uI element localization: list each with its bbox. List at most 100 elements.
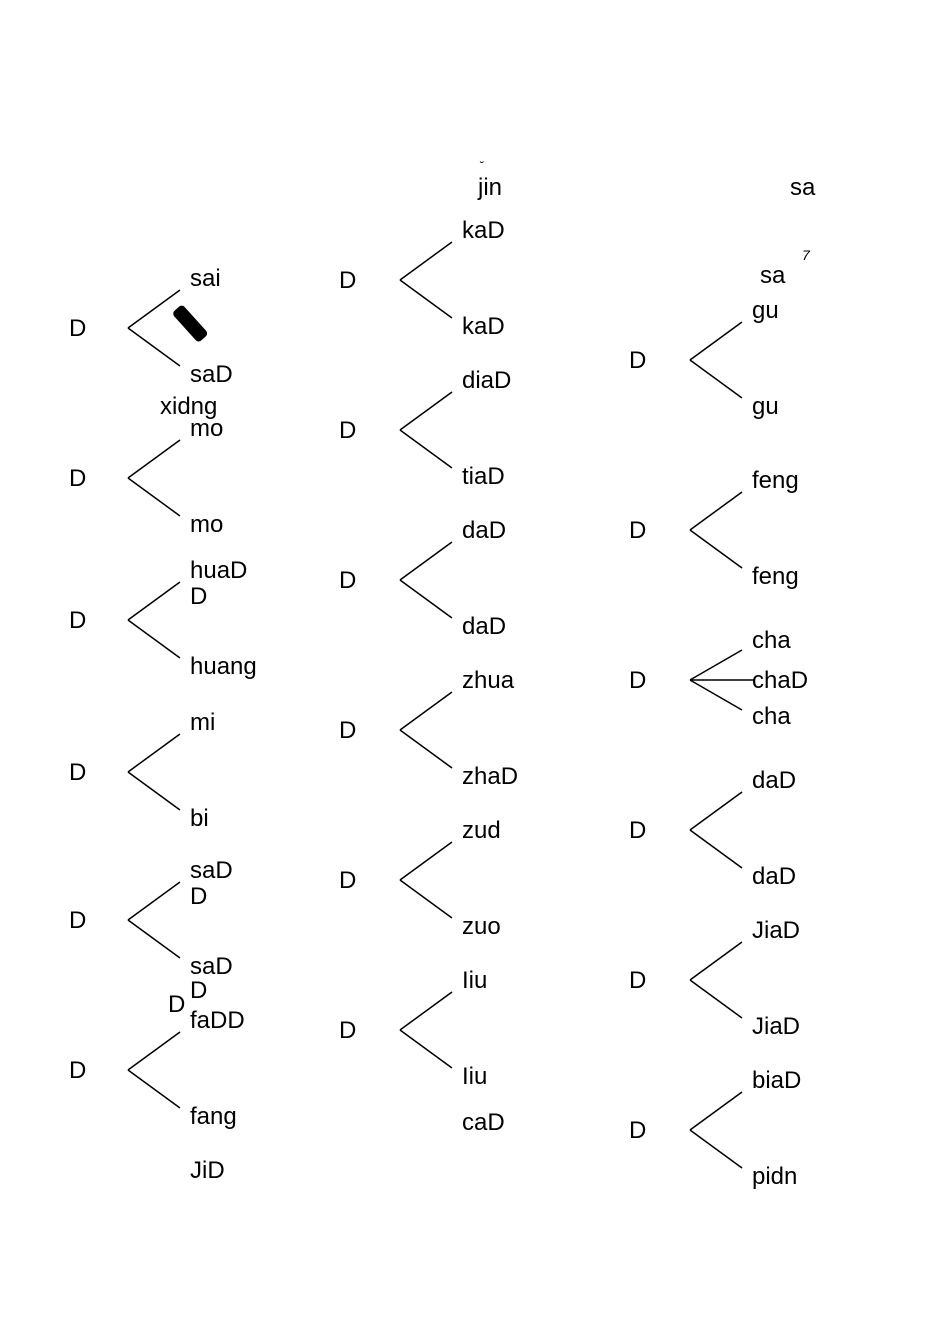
root-label: D [69, 315, 86, 342]
branch-line [690, 530, 742, 568]
branch-line [128, 290, 180, 328]
top-label: cha [752, 627, 791, 654]
heading-label: sa [790, 174, 816, 201]
top-label: faDD [190, 1007, 245, 1034]
branch-line [128, 734, 180, 772]
bot-label: feng [752, 563, 799, 590]
top-label: feng [752, 467, 799, 494]
top-label: daD [462, 517, 506, 544]
bot-label: bi [190, 805, 209, 832]
bot-label: kaD [462, 313, 505, 340]
root-label: D [69, 465, 86, 492]
branch-line [400, 542, 452, 580]
root-label: D [69, 759, 86, 786]
branch-line [690, 792, 742, 830]
root-label: D [339, 267, 356, 294]
branch-line [690, 830, 742, 868]
branch-line [128, 1070, 180, 1108]
top-label: zud [462, 817, 501, 844]
branch-line [690, 680, 742, 710]
bot-label: saD [190, 361, 233, 388]
heading-label: jin [477, 174, 502, 201]
heading-label: sa [760, 262, 786, 289]
bot-label: huang [190, 653, 257, 680]
root-label: D [69, 607, 86, 634]
branch-line [400, 992, 452, 1030]
branch-line [400, 1030, 452, 1068]
top-label: zhua [462, 667, 515, 694]
root-label: D [339, 567, 356, 594]
branch-line [128, 328, 180, 366]
top-label: diaD [462, 367, 511, 394]
branch-line [400, 842, 452, 880]
branch-line [690, 650, 742, 680]
branch-line [128, 1032, 180, 1070]
root-label: D [629, 1117, 646, 1144]
branch-line [128, 920, 180, 958]
branch-line [400, 242, 452, 280]
branch-line [690, 1092, 742, 1130]
bot-label: tiaD [462, 463, 505, 490]
root-label: D [339, 717, 356, 744]
branch-line [690, 942, 742, 980]
branch-line [400, 430, 452, 468]
root-label: D [629, 517, 646, 544]
root-label: D [69, 907, 86, 934]
top-label: daD [752, 767, 796, 794]
accent-mark: ˘ [479, 159, 484, 173]
branch-line [128, 478, 180, 516]
branch-line [690, 322, 742, 360]
bot-label: JiaD [752, 1013, 800, 1040]
branch-line [690, 492, 742, 530]
bot-label: zhaD [462, 763, 518, 790]
branch-line [400, 880, 452, 918]
top-label: mi [190, 709, 215, 736]
top-label: JiaD [752, 917, 800, 944]
branch-line [400, 580, 452, 618]
bot-label: Iiu [462, 1063, 487, 1090]
branch-line [128, 440, 180, 478]
top-label: huaD [190, 557, 247, 584]
branch-line [690, 980, 742, 1018]
bot-label: gu [752, 393, 779, 420]
pre-top-label: D [168, 991, 185, 1018]
cursor-mark [172, 304, 209, 343]
branch-line [400, 692, 452, 730]
bot-label: fang [190, 1103, 237, 1130]
top-label: saD [190, 857, 233, 884]
root-label: D [339, 1017, 356, 1044]
bot-label-2: D [190, 977, 207, 1004]
superscript-7: 7 [802, 247, 811, 263]
top-label-2: D [190, 883, 207, 910]
branch-line [690, 1130, 742, 1168]
top-label-2: D [190, 583, 207, 610]
root-label: D [629, 667, 646, 694]
bot-label: daD [462, 613, 506, 640]
mid-label: chaD [752, 667, 808, 694]
top-label: sai [190, 265, 221, 292]
branch-line [400, 730, 452, 768]
top-label: gu [752, 297, 779, 324]
bot-label: mo [190, 511, 223, 538]
bot-label: daD [752, 863, 796, 890]
branch-line [128, 620, 180, 658]
bot-label: cha [752, 703, 791, 730]
root-label: D [629, 967, 646, 994]
root-label: D [339, 417, 356, 444]
heading-label: xidng [160, 393, 217, 420]
branch-line [400, 280, 452, 318]
bot-label: zuo [462, 913, 501, 940]
branch-line [128, 882, 180, 920]
heading-label: caD [462, 1109, 505, 1136]
branch-line [690, 360, 742, 398]
top-label: Iiu [462, 967, 487, 994]
top-label: biaD [752, 1067, 801, 1094]
heading-label: JiD [190, 1157, 225, 1184]
top-label: kaD [462, 217, 505, 244]
bot-label: saD [190, 953, 233, 980]
root-label: D [629, 817, 646, 844]
branch-line [400, 392, 452, 430]
root-label: D [69, 1057, 86, 1084]
root-label: D [629, 347, 646, 374]
root-label: D [339, 867, 356, 894]
